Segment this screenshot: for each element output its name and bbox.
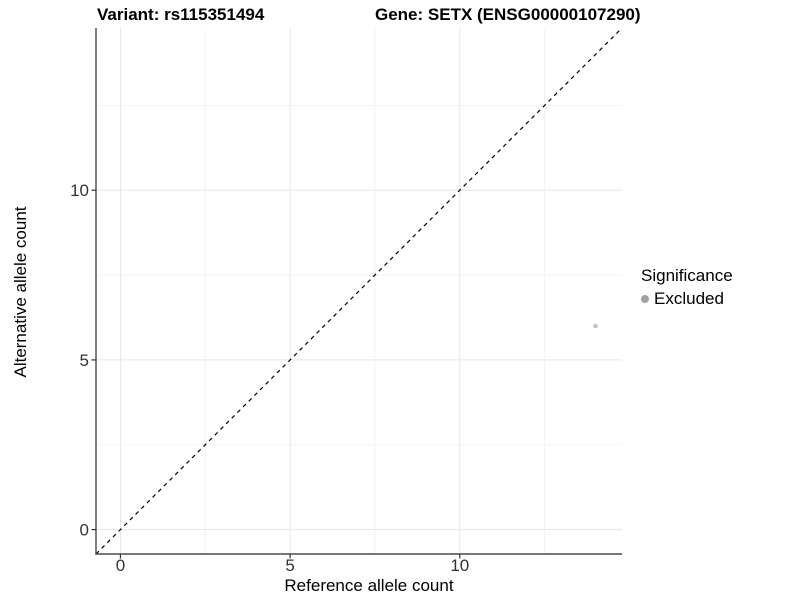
identity-dashed-line bbox=[95, 27, 623, 555]
legend-entries: Excluded bbox=[641, 289, 733, 309]
data-point bbox=[593, 323, 598, 329]
y-tick-label: 0 bbox=[80, 521, 89, 540]
legend-entry-label: Excluded bbox=[654, 289, 724, 308]
plot-title-variant: Variant: rs115351494 bbox=[97, 5, 265, 24]
y-axis-title: Alternative allele count bbox=[11, 206, 30, 378]
legend-key-dot bbox=[641, 295, 649, 303]
legend-entry: Excluded bbox=[641, 289, 733, 309]
x-tick-label: 10 bbox=[450, 556, 469, 575]
y-tick-label: 10 bbox=[70, 181, 89, 200]
plot-title-gene: Gene: SETX (ENSG00000107290) bbox=[375, 5, 641, 24]
y-tick-label: 5 bbox=[80, 351, 89, 370]
legend: Significance Excluded bbox=[641, 266, 733, 309]
legend-title: Significance bbox=[641, 266, 733, 285]
x-tick-label: 5 bbox=[285, 556, 294, 575]
x-axis-title: Reference allele count bbox=[284, 576, 454, 595]
x-tick-label: 0 bbox=[116, 556, 125, 575]
